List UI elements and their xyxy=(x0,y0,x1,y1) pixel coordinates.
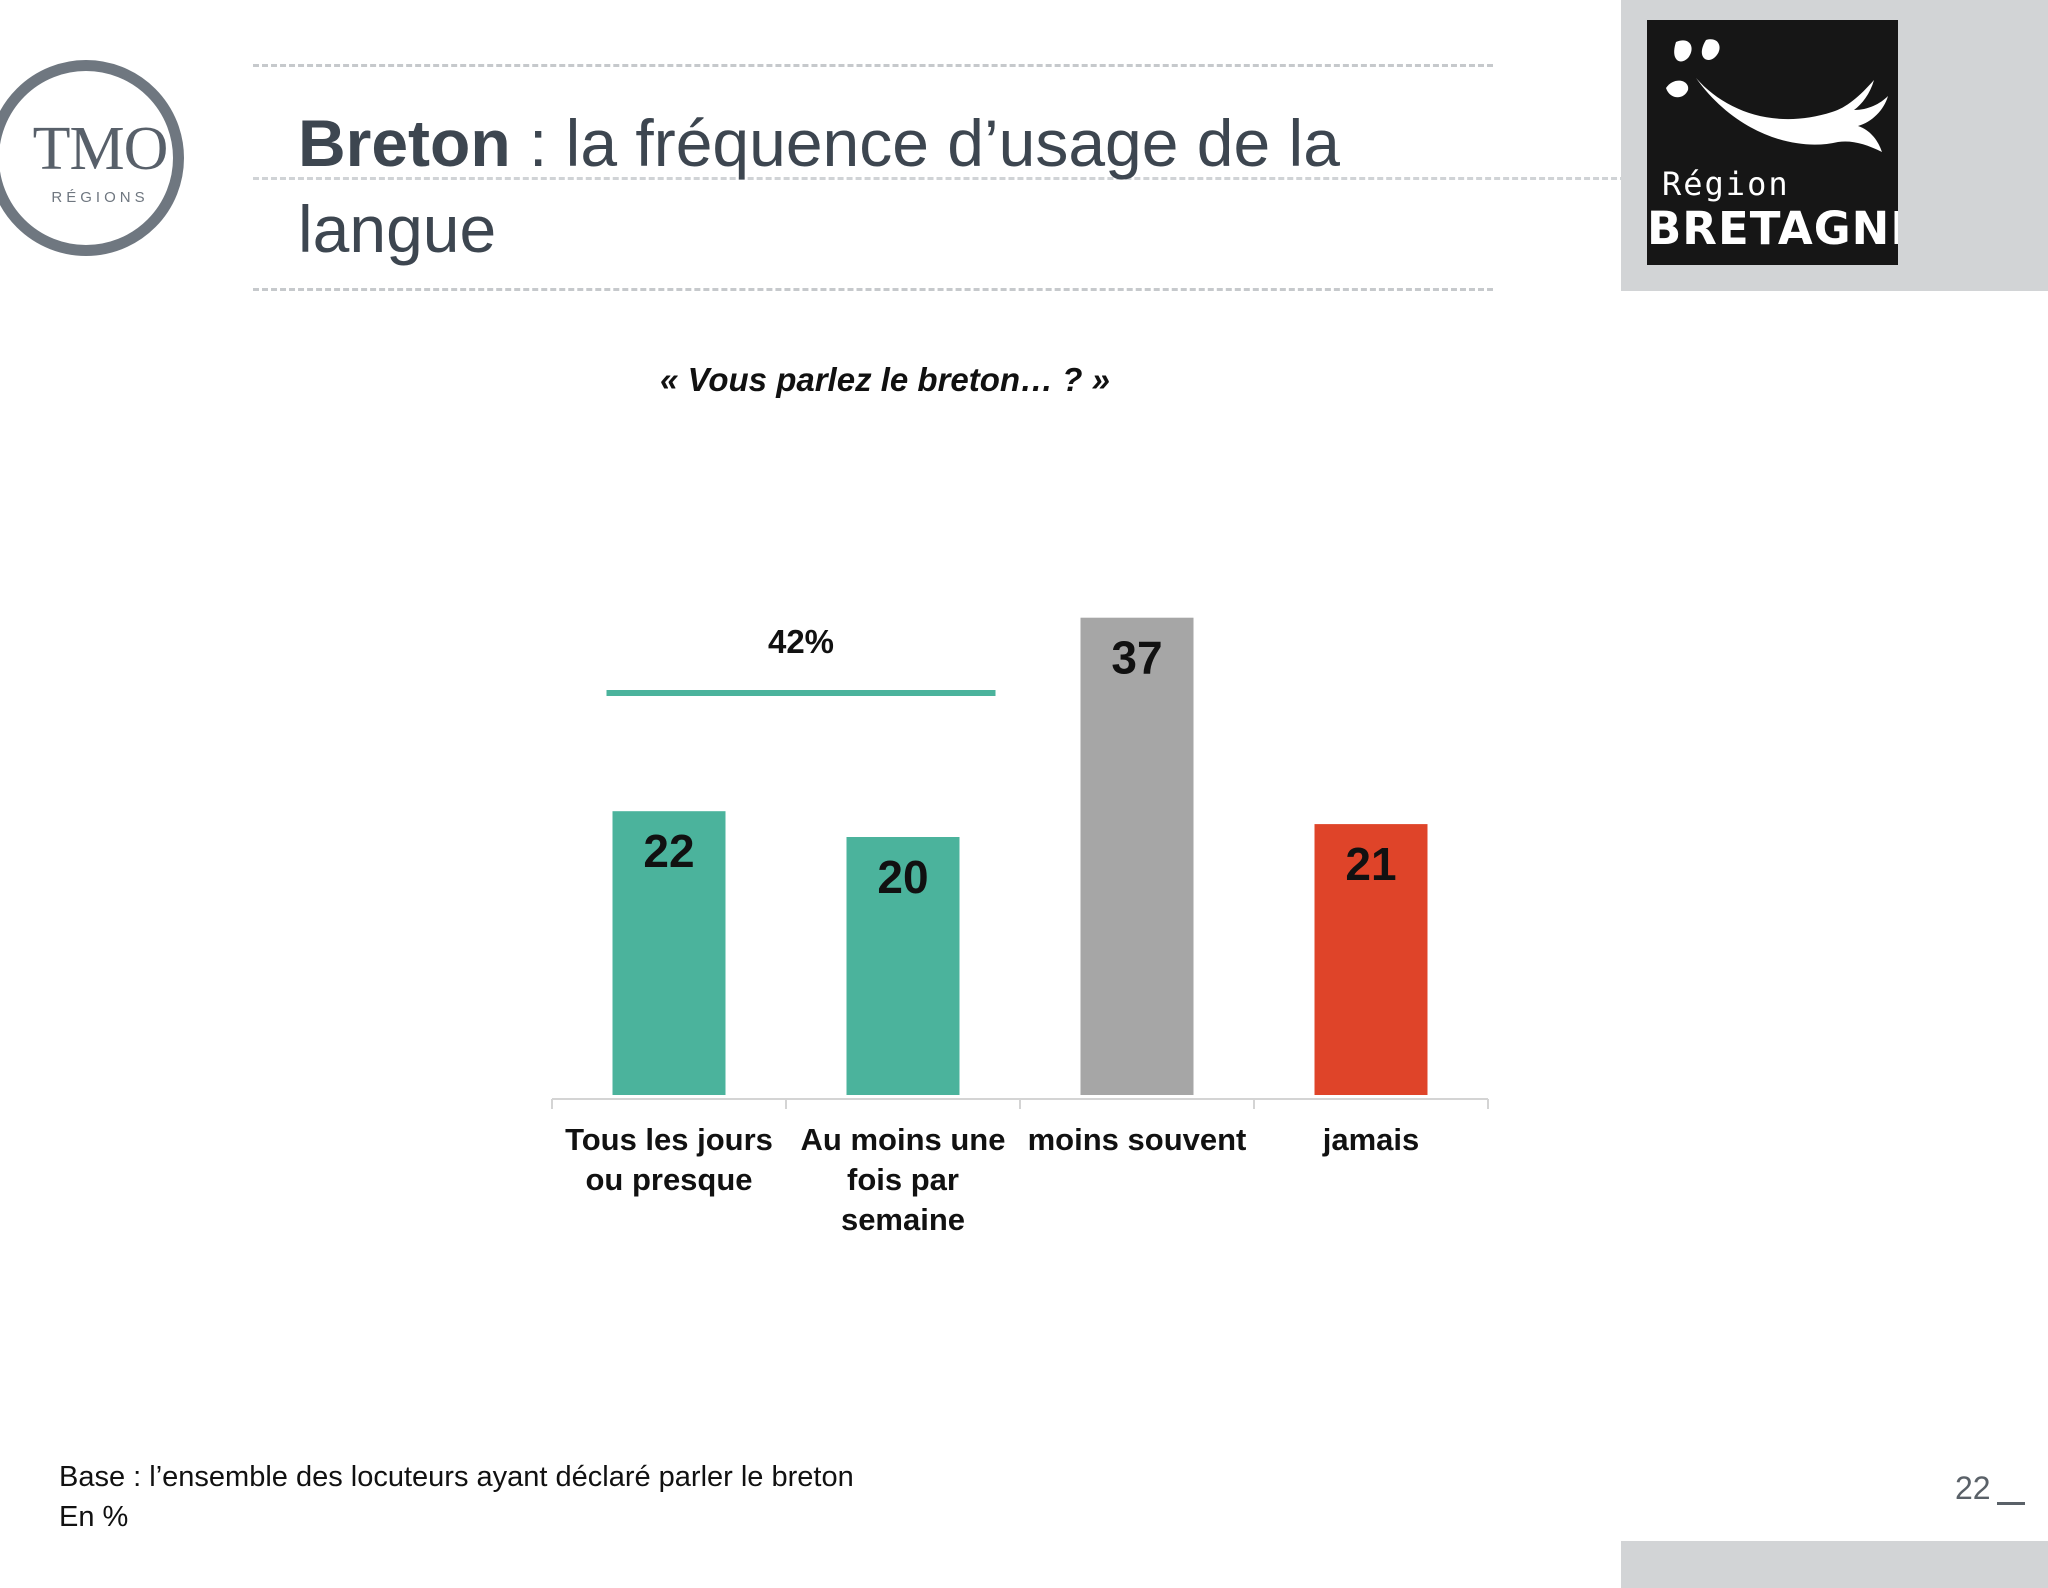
data-label: 20 xyxy=(877,851,928,903)
category-label: jamais xyxy=(1322,1122,1420,1157)
data-label: 37 xyxy=(1111,632,1162,684)
ermine-bird-icon xyxy=(1666,39,1888,152)
page-number-underline xyxy=(1997,1502,2025,1505)
page-number: 22 xyxy=(1955,1470,1991,1506)
bar xyxy=(612,811,726,1095)
data-label: 22 xyxy=(643,825,694,877)
survey-question: « Vous parlez le breton… ? » xyxy=(660,361,1110,398)
footnote-unit: En % xyxy=(59,1501,129,1533)
header-divider-top xyxy=(253,64,1493,67)
footnote: Base : l’ensemble des locuteurs ayant dé… xyxy=(59,1457,854,1537)
footer-band xyxy=(1621,1541,2048,1588)
bar-chart: 22 Tous les jours ou presque 20 Au moins une… xyxy=(551,617,1489,1237)
data-label: 21 xyxy=(1345,838,1396,890)
category-label: Tous les jours xyxy=(565,1122,773,1157)
category-label: moins souvent xyxy=(1028,1122,1247,1157)
category-label: fois par xyxy=(847,1162,959,1197)
footnote-base: Base : l’ensemble des locuteurs ayant dé… xyxy=(59,1461,854,1493)
tmo-logo xyxy=(0,60,184,256)
category-label: ou presque xyxy=(585,1162,752,1197)
category-label: Au moins une xyxy=(801,1122,1006,1157)
logo-region-text: Région xyxy=(1662,165,1790,203)
bar xyxy=(1080,617,1194,1095)
header-divider-bottom xyxy=(253,288,1493,291)
tmo-logo-text: TMO xyxy=(32,115,169,183)
combined-bracket-label: 42% xyxy=(768,623,834,660)
logo-bretagne-text: BRETAGNE xyxy=(1647,206,1898,251)
tmo-logo-subtext: RÉGIONS xyxy=(51,189,149,206)
bar xyxy=(1314,824,1428,1095)
page-title-bold: Breton xyxy=(298,106,511,180)
header-divider-middle xyxy=(253,177,1653,180)
bar xyxy=(846,837,960,1095)
page-title-rest: : la fréquence d’usage de la langue xyxy=(298,106,1340,266)
page-title: Breton : la fréquence d’usage de la lang… xyxy=(298,100,1478,272)
category-label: semaine xyxy=(841,1202,965,1237)
